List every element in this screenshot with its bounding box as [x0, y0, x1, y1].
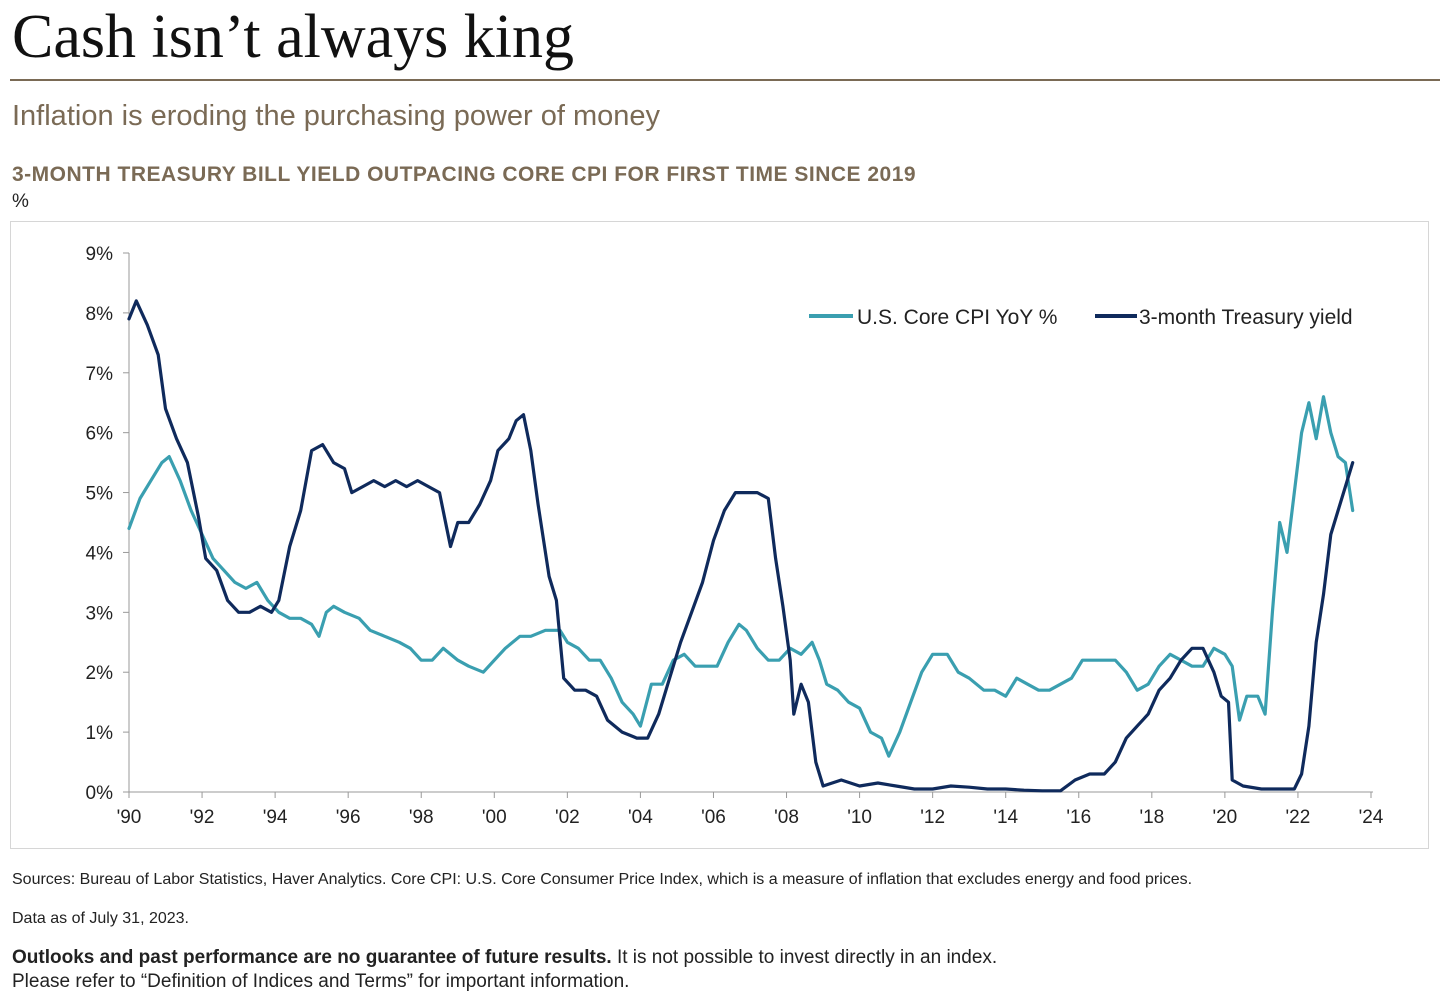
disclaimer-rest: It is not possible to invest directly in… — [611, 947, 998, 968]
series-line-treasury-yield — [127, 299, 1355, 793]
x-tick-label: '08 — [774, 807, 799, 828]
x-tick-label: '22 — [1286, 807, 1311, 828]
x-tick-label: '98 — [409, 807, 434, 828]
x-tick-label: '10 — [847, 807, 872, 828]
y-axis-unit-label: % — [12, 191, 29, 212]
legend-label: 3-month Treasury yield — [1139, 306, 1353, 329]
y-tick-label: 6% — [86, 424, 114, 445]
x-tick-label: '20 — [1212, 807, 1237, 828]
x-tick-label: '24 — [1359, 807, 1384, 828]
legend-label: U.S. Core CPI YoY % — [857, 306, 1057, 329]
series-line-core-cpi — [127, 395, 1355, 758]
line-chart: 0% 1% 2% 3% 4% 5% 6% 7% 8% 9% '90 '92 '94 '96 '98 '00 '0… — [86, 244, 1384, 828]
y-tick-label: 7% — [86, 364, 114, 385]
x-tick-label: '14 — [993, 807, 1018, 828]
x-tick-label: '96 — [336, 807, 361, 828]
chart-title: 3-MONTH TREASURY BILL YIELD OUTPACING CO… — [12, 163, 917, 186]
y-tick-label: 8% — [86, 304, 114, 325]
disclaimer-line-2: Please refer to “Definition of Indices a… — [12, 971, 630, 992]
disclaimer-line-1: Outlooks and past performance are no gua… — [12, 946, 997, 970]
x-tick-label: '94 — [263, 807, 288, 828]
data-as-of-note: Data as of July 31, 2023. — [12, 910, 189, 927]
chart-frame: 0% 1% 2% 3% 4% 5% 6% 7% 8% 9% '90 '92 '94 '96 '98 '00 '0… — [10, 221, 1429, 849]
disclaimer-bold: Outlooks and past performance are no gua… — [12, 947, 612, 968]
y-tick-label: 1% — [86, 723, 114, 744]
title-divider — [10, 79, 1440, 81]
y-tick-label: 5% — [86, 484, 114, 505]
y-tick-label: 4% — [86, 543, 114, 564]
x-tick-label: '16 — [1066, 807, 1091, 828]
y-tick-label: 0% — [86, 783, 114, 804]
y-tick-label: 3% — [86, 603, 114, 624]
page-subtitle: Inflation is eroding the purchasing powe… — [12, 100, 661, 132]
x-tick-label: '92 — [190, 807, 215, 828]
x-tick-label: '02 — [555, 807, 580, 828]
y-tick-label: 2% — [86, 663, 114, 684]
x-tick-label: '12 — [920, 807, 945, 828]
x-tick-label: '90 — [117, 807, 142, 828]
disclaimer: Outlooks and past performance are no gua… — [12, 946, 997, 994]
y-tick-label: 9% — [86, 244, 114, 265]
sources-note: Sources: Bureau of Labor Statistics, Hav… — [12, 871, 1193, 888]
x-tick-label: '04 — [628, 807, 653, 828]
x-tick-label: '00 — [482, 807, 507, 828]
x-tick-label: '18 — [1139, 807, 1164, 828]
x-tick-label: '06 — [701, 807, 726, 828]
page-title: Cash isn’t always king — [12, 3, 574, 71]
